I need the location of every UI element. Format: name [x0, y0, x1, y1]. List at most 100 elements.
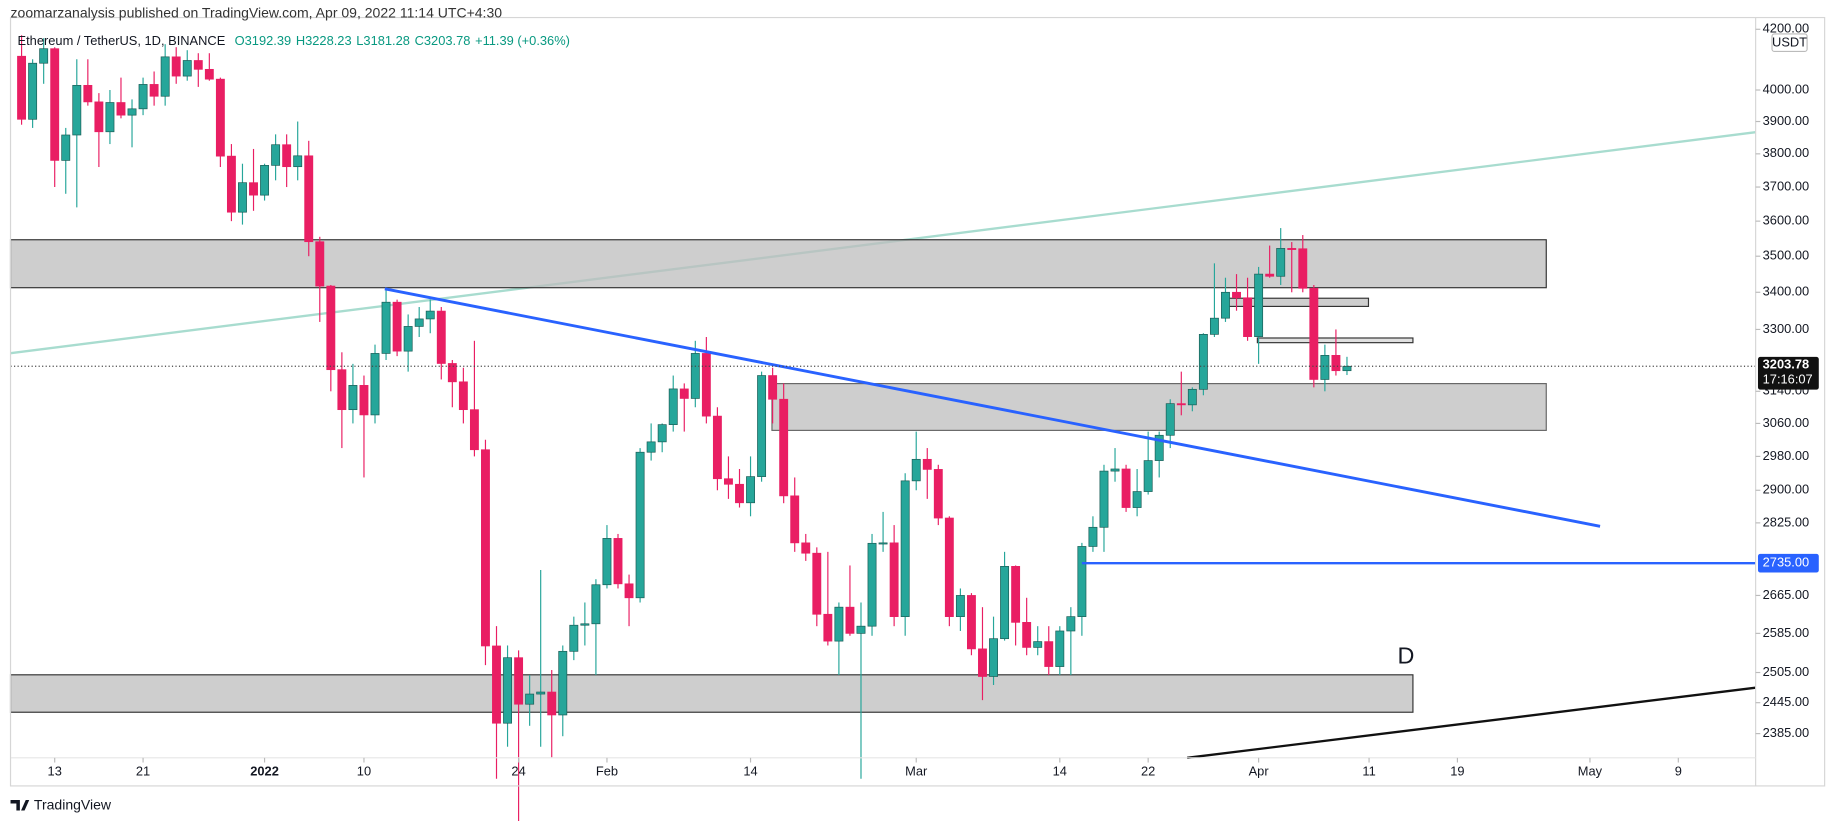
candle-body	[204, 68, 214, 80]
x-tick-label: 24	[511, 763, 525, 778]
candle-body	[966, 595, 976, 650]
zone	[9, 674, 1414, 713]
candle-body	[624, 583, 634, 599]
candle-body	[1132, 491, 1142, 508]
candle-body	[337, 369, 347, 411]
y-tick-label: 2825.00	[1763, 514, 1809, 529]
candle-body	[657, 424, 667, 443]
candle-body	[149, 84, 159, 97]
x-tick-label: Apr	[1249, 763, 1270, 778]
candle-body	[1055, 630, 1065, 667]
candle-body	[933, 469, 943, 519]
candle-body	[1198, 334, 1208, 390]
candle-body	[1276, 248, 1286, 277]
x-tick-label: May	[1578, 763, 1603, 778]
candle-body	[17, 55, 27, 120]
candle-body	[668, 388, 678, 425]
candle-body	[1143, 460, 1153, 492]
candle-body	[492, 645, 501, 724]
legend-change: +11.39 (+0.36%)	[475, 33, 570, 48]
candle-body	[193, 60, 203, 70]
y-tick-label: 4200.00	[1763, 21, 1809, 36]
candle-body	[1154, 434, 1164, 461]
candle-body	[790, 495, 800, 544]
candle-body	[171, 56, 181, 77]
candle-body	[679, 388, 689, 399]
candle-body	[238, 182, 247, 213]
header: zoomarzanalysis published on TradingView…	[11, 5, 503, 21]
candle-body	[50, 48, 60, 161]
x-tick-label: Mar	[905, 763, 928, 778]
candle-body	[591, 584, 601, 625]
countdown: 17:16:07	[1763, 372, 1813, 387]
y-tick-label: 2445.00	[1763, 694, 1809, 709]
x-tick-label: 14	[1053, 763, 1067, 778]
candle-body	[381, 301, 391, 354]
candle-body	[1022, 622, 1032, 648]
y-tick-label: 2505.00	[1763, 664, 1809, 679]
annotation: D	[1397, 642, 1414, 668]
candle-body	[414, 318, 424, 327]
y-tick-label: 3300.00	[1763, 321, 1809, 336]
x-tick-label: 22	[1141, 763, 1155, 778]
candle-body	[1221, 291, 1230, 319]
candle-body	[215, 78, 225, 157]
candle-body	[812, 552, 822, 615]
candle-body	[1187, 388, 1197, 406]
last-price-box	[1757, 356, 1819, 390]
candle-body	[469, 409, 479, 451]
zone	[1256, 337, 1414, 344]
candle-body	[28, 62, 38, 120]
candle-body	[1209, 317, 1219, 335]
candle-body	[1254, 273, 1264, 337]
candle-body	[83, 84, 93, 103]
candle-body	[226, 155, 236, 213]
candle-body	[260, 165, 270, 196]
candle-body	[436, 310, 446, 364]
x-tick-label: 11	[1362, 763, 1375, 778]
candle-body	[1309, 287, 1319, 380]
candle-body	[801, 542, 811, 554]
candle-body	[39, 48, 49, 64]
legend-low: L3181.28	[356, 33, 410, 48]
candle-body	[944, 517, 954, 617]
trend-line	[1187, 686, 1756, 760]
candle-body	[1320, 355, 1330, 380]
candle-body	[1088, 526, 1098, 547]
currency: USDT	[1772, 35, 1807, 50]
x-tick-label: Feb	[596, 763, 618, 778]
candle-body	[735, 483, 744, 504]
candle-body	[536, 691, 546, 695]
zone	[771, 383, 1547, 431]
candle-body	[1044, 641, 1054, 667]
price-line-label-box	[1757, 553, 1819, 573]
x-tick-label: 13	[48, 763, 62, 778]
y-tick-label: 3800.00	[1763, 145, 1809, 160]
candle-body	[447, 363, 457, 383]
candle-body	[867, 542, 877, 627]
y-tick-label: 3060.00	[1763, 415, 1809, 430]
candle-body	[525, 693, 535, 705]
footer: TradingView	[34, 796, 112, 812]
candle-body	[834, 606, 844, 642]
legend: Ethereum / TetherUS, 1D, BINANCE O3192.39…	[18, 33, 570, 48]
candle-body	[249, 182, 258, 196]
candle-body	[900, 480, 910, 617]
candle-body	[1066, 616, 1076, 632]
candle-body	[370, 353, 380, 416]
zone	[9, 239, 1547, 289]
candle-body	[160, 56, 170, 97]
y-tick-label: 2980.00	[1763, 448, 1809, 463]
candle-body	[569, 624, 579, 652]
candle-body	[282, 144, 292, 168]
candle-body	[547, 691, 557, 716]
candle-body	[768, 375, 778, 400]
y-tick-label: 2665.00	[1763, 587, 1809, 602]
y-tick-label: 3500.00	[1763, 248, 1809, 263]
candle-body	[105, 102, 115, 133]
candle-body	[724, 478, 733, 485]
candle-body	[1165, 403, 1175, 436]
candle-body	[1243, 297, 1253, 337]
candle-body	[712, 415, 722, 480]
